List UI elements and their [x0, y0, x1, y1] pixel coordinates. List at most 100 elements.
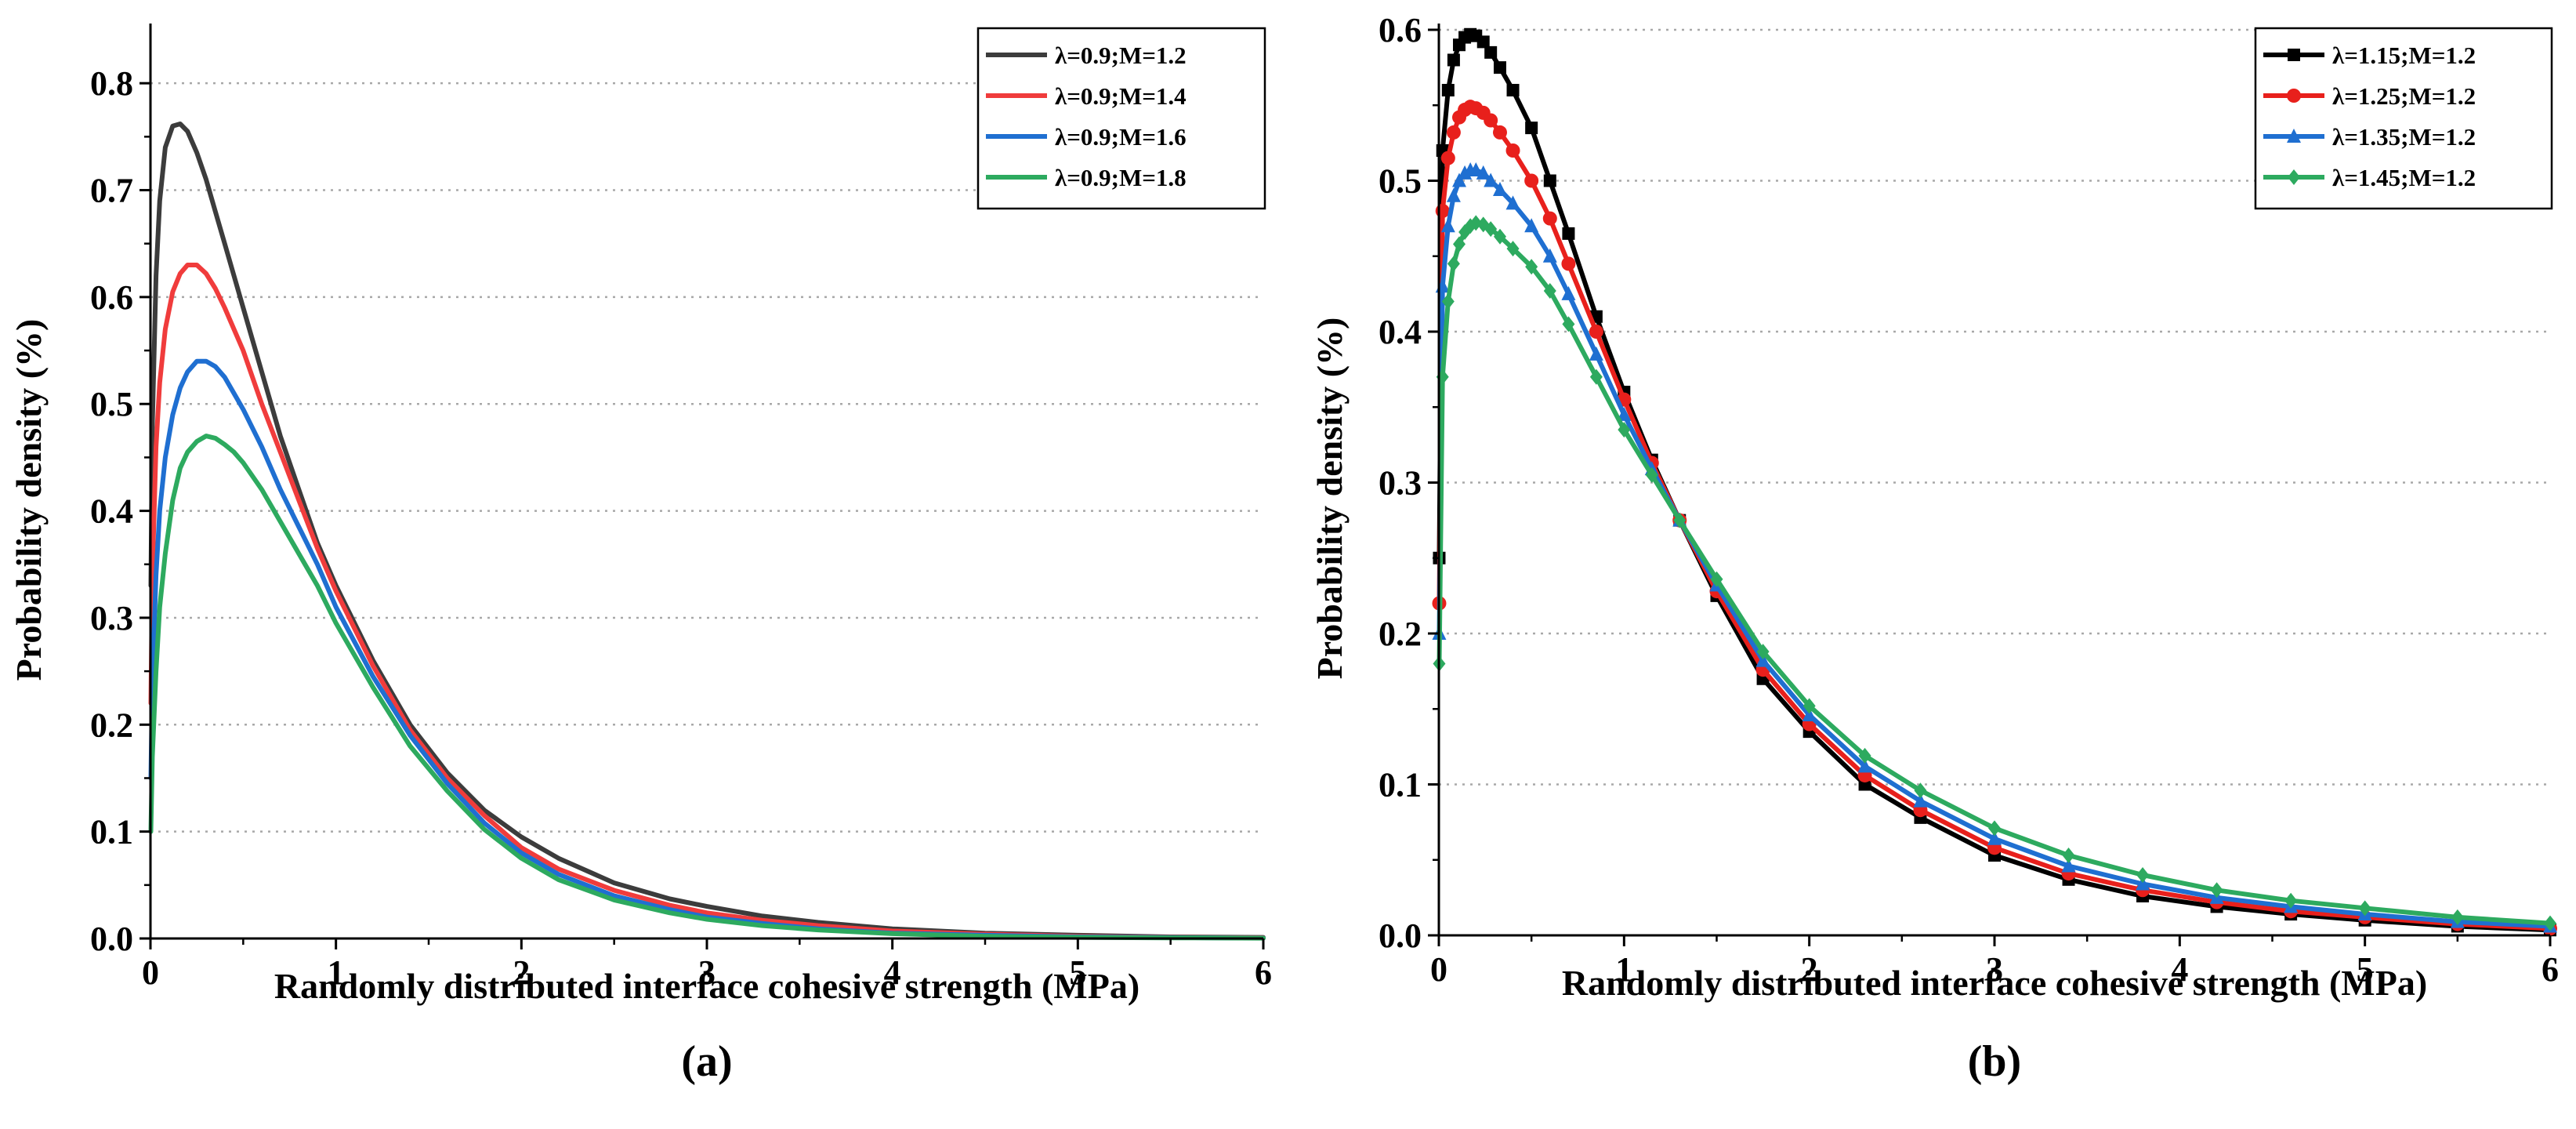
- x-tick-label: 4: [884, 953, 901, 992]
- data-point: [1505, 195, 1520, 210]
- data-point: [1542, 211, 1557, 226]
- x-tick-label: 2: [513, 953, 530, 992]
- x-axis-title: Randomly distributed interface cohesive …: [274, 966, 1139, 1006]
- data-point: [1505, 143, 1520, 158]
- data-point: [1589, 346, 1603, 361]
- data-point: [1673, 512, 1687, 528]
- x-tick-label: 1: [328, 953, 345, 992]
- y-tick-label: 0.0: [1379, 917, 1422, 955]
- data-point: [1484, 45, 1498, 59]
- series-line-4: [1437, 220, 2552, 926]
- x-tick-label: 1: [1615, 950, 1632, 989]
- data-point: [1857, 758, 1872, 773]
- data-point: [1446, 187, 1461, 202]
- x-tick-label: 4: [2171, 950, 2188, 989]
- data-point: [1447, 53, 1460, 67]
- y-tick-label: 0.7: [90, 172, 133, 210]
- x-tick-label: 3: [698, 953, 716, 992]
- data-point: [1589, 368, 1603, 385]
- series-line-2: [1437, 104, 2552, 931]
- data-point: [1451, 172, 1466, 187]
- data-point: [2284, 892, 2298, 909]
- data-point: [1645, 466, 1658, 483]
- data-point: [2062, 847, 2075, 863]
- panel-label: (a): [681, 1037, 732, 1086]
- data-point: [1543, 283, 1556, 299]
- y-tick-label: 0.2: [1379, 615, 1422, 653]
- data-point: [1589, 325, 1603, 339]
- data-point: [1476, 35, 1490, 49]
- legend-label: λ=1.15;M=1.2: [2332, 42, 2476, 69]
- data-point: [1858, 747, 1871, 764]
- series-line-3: [1437, 168, 2552, 929]
- series-line-2: [148, 263, 1266, 941]
- data-point: [1506, 241, 1520, 257]
- x-tick-label: 6: [2542, 950, 2559, 989]
- data-point: [1506, 84, 1520, 96]
- series-line-1: [148, 122, 1266, 940]
- legend-marker: [2288, 169, 2300, 185]
- y-tick-label: 0.1: [1379, 766, 1422, 804]
- data-point: [1484, 113, 1498, 128]
- data-point: [1561, 285, 1576, 300]
- y-tick-label: 0.3: [90, 599, 133, 637]
- legend-label: λ=0.9;M=1.6: [1055, 123, 1187, 151]
- data-point: [1452, 236, 1466, 252]
- series-line-4: [148, 434, 1266, 941]
- y-tick-label: 0.1: [90, 813, 133, 851]
- data-point: [1987, 830, 2002, 845]
- data-point: [1441, 293, 1455, 310]
- data-point: [1493, 228, 1506, 245]
- x-tick-label: 6: [1255, 953, 1272, 992]
- data-point: [1710, 571, 1723, 587]
- data-point: [1755, 652, 1770, 667]
- data-point: [2451, 909, 2464, 925]
- data-point: [1543, 174, 1556, 187]
- data-point: [1524, 218, 1539, 233]
- y-tick-label: 0.5: [1379, 162, 1422, 201]
- data-point: [1484, 221, 1498, 238]
- data-point: [2210, 882, 2223, 898]
- data-point: [1524, 173, 1539, 188]
- y-tick-label: 0.6: [90, 278, 133, 317]
- y-tick-label: 0.8: [90, 64, 133, 103]
- legend-label: λ=1.35;M=1.2: [2332, 123, 2476, 151]
- y-axis-title: Probability density (%): [1310, 318, 1350, 680]
- x-axis-title: Randomly distributed interface cohesive …: [1562, 963, 2427, 1003]
- legend-label: λ=1.45;M=1.2: [2332, 164, 2476, 191]
- data-point: [1440, 218, 1455, 233]
- data-point: [1492, 125, 1507, 140]
- y-axis-title: Probability density (%): [9, 319, 49, 681]
- x-tick-label: 5: [1069, 953, 1086, 992]
- data-point: [2061, 858, 2076, 873]
- legend-label: λ=0.9;M=1.8: [1055, 164, 1187, 191]
- data-point: [1484, 172, 1498, 187]
- chart-panel-b: 0.0 0.1 0.2 0.3 0.4 0.5 0.6 0 1 2 3 4 5 6 Randomly dis…: [1310, 11, 2559, 1086]
- legend-marker: [2287, 89, 2301, 103]
- legend-label: λ=1.25;M=1.2: [2332, 82, 2476, 110]
- data-point: [1562, 227, 1575, 240]
- x-tick-label: 5: [2357, 950, 2374, 989]
- y-tick-label: 0.6: [1379, 11, 1422, 49]
- panel-label: (b): [1968, 1037, 2021, 1086]
- data-point: [1446, 125, 1461, 140]
- x-tick-label: 0: [1430, 950, 1447, 989]
- data-point: [1525, 122, 1538, 135]
- legend-label: λ=0.9;M=1.4: [1055, 82, 1187, 110]
- data-point: [1469, 162, 1484, 177]
- data-point: [1440, 151, 1455, 165]
- data-point: [1914, 782, 1927, 799]
- data-point: [1913, 793, 1928, 808]
- data-point: [1617, 406, 1632, 421]
- data-point: [2544, 915, 2556, 931]
- data-point: [1756, 644, 1770, 660]
- legend-marker: [2288, 49, 2300, 61]
- series-line-3: [148, 358, 1266, 941]
- data-point: [2358, 900, 2371, 917]
- data-point: [1802, 706, 1817, 721]
- y-tick-label: 0.4: [90, 492, 133, 531]
- data-point: [1562, 316, 1575, 332]
- data-point: [1618, 422, 1631, 438]
- data-point: [2136, 867, 2150, 883]
